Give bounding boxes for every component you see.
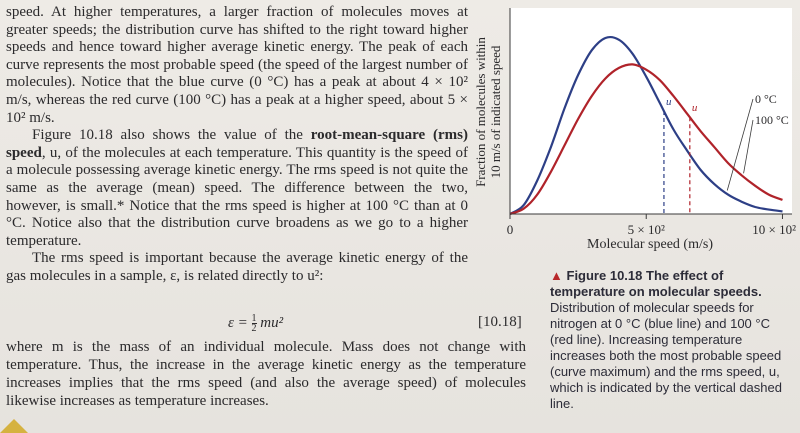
x-tick-label-0: 0 (507, 222, 514, 237)
caption-figure-number: Figure 10.18 (566, 268, 643, 283)
paragraph-1: speed. At higher temperatures, a larger … (6, 4, 468, 126)
curve-leader-1 (743, 119, 754, 174)
paragraph-2-rest: , u, of the molecules at each temperatur… (6, 144, 468, 249)
paragraph-3: The rms speed is important because the a… (6, 250, 468, 284)
curve-label-0: 0 °C (755, 92, 777, 106)
caption-title: The effect of temperature on molecular s… (550, 268, 762, 299)
x-tick-label-2: 10 × 10² (752, 222, 796, 237)
curve-label-layer: 0 °C 100 °C (726, 92, 789, 191)
paragraph-2-term: root-mean-square (rms) speed (6, 127, 468, 161)
caption-body: Distribution of molecular speeds for nit… (550, 300, 782, 411)
equation-rhs: mu² (260, 314, 284, 331)
x-tick-label-1: 5 × 10² (628, 222, 665, 237)
paragraph-2-start: Figure 10.18 also shows the value of the (32, 127, 311, 144)
rms-label-0: u (666, 96, 672, 108)
rms-label-1: u (692, 102, 698, 114)
x-axis-label: Molecular speed (m/s) (587, 237, 713, 252)
equation-number: [10.18] (478, 314, 522, 330)
body-text-lower: where m is the mass of an individual mol… (6, 338, 526, 410)
paragraph-2: Figure 10.18 also shows the value of the… (6, 127, 468, 250)
y-axis-label-line-1: Fraction of molecules within (473, 37, 488, 187)
plot-area (510, 8, 792, 214)
equation-numerator: 1 (251, 313, 257, 324)
curve-label-1: 100 °C (755, 113, 789, 127)
series-line-0 (509, 35, 783, 215)
figure-caption: ▲ Figure 10.18 The effect of temperature… (550, 268, 794, 412)
y-axis-label-line-2: 10 m/s of indicated speed (488, 45, 503, 178)
series-line-1 (509, 63, 783, 216)
series-layer (509, 35, 783, 216)
body-text-upper: speed. At higher temperatures, a larger … (6, 4, 468, 286)
equation-denominator: 2 (251, 323, 257, 334)
page-corner-marker-icon (0, 419, 28, 433)
curve-leader-0 (726, 98, 754, 191)
y-axis-label: Fraction of molecules within10 m/s of in… (473, 37, 503, 187)
caption-triangle-icon: ▲ (550, 268, 563, 283)
paragraph-4: where m is the mass of an individual mol… (6, 339, 526, 409)
equation-lhs: ε = (228, 314, 252, 331)
rms-layer: uu (663, 96, 698, 214)
tick-layer: 0 5 × 10² 10 × 10² (507, 214, 796, 237)
caption-heading: ▲ Figure 10.18 The effect of temperature… (550, 268, 794, 300)
